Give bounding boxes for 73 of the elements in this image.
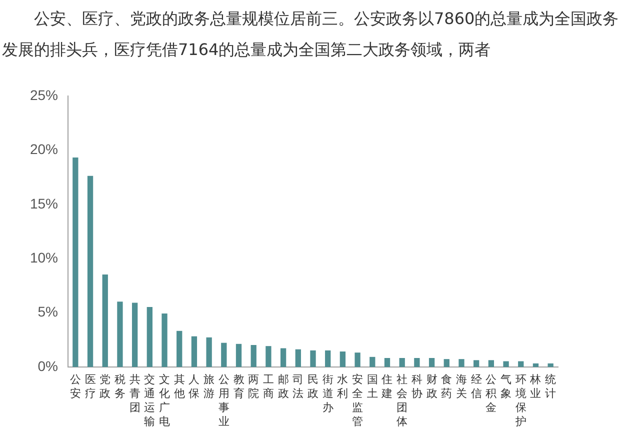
x-tick-label: 司法: [292, 372, 304, 400]
bar: [266, 346, 272, 367]
x-tick-label: 统计: [545, 372, 556, 400]
bar: [488, 360, 494, 367]
bar: [176, 330, 182, 367]
x-tick-label: 环境保护: [514, 372, 526, 428]
x-tick-label: 安全监管: [352, 372, 364, 428]
bar: [354, 352, 360, 367]
bar: [191, 336, 198, 367]
x-tick-label: 财政: [426, 372, 438, 400]
bar: [518, 361, 524, 367]
x-tick-label: 税务: [114, 372, 126, 400]
bar: [458, 359, 464, 367]
x-tick-label: 党政: [100, 372, 111, 400]
bar: [384, 358, 390, 367]
x-tick-label: 工商: [262, 372, 274, 400]
x-tick-label: 住建: [380, 372, 393, 400]
bar: [162, 314, 168, 367]
x-tick-label: 国土: [366, 372, 378, 400]
bar: [102, 274, 108, 367]
bar: [117, 302, 123, 367]
bar: [295, 349, 301, 367]
x-tick-label: 食药: [441, 372, 452, 400]
x-tick-label: 共青团: [129, 372, 140, 414]
y-tick-label: 10%: [30, 249, 58, 266]
x-tick-label: 水利: [337, 372, 348, 400]
x-tick-label: 民政: [308, 372, 318, 400]
bar: [532, 363, 539, 367]
bar: [146, 307, 152, 367]
bar: [280, 348, 286, 367]
y-tick-label: 15%: [30, 195, 58, 212]
x-tick-label: 公积金: [486, 372, 497, 414]
x-tick-label: 海关: [456, 372, 467, 400]
bar: [310, 350, 316, 367]
x-tick-label: 交通运输: [144, 372, 156, 428]
bar: [236, 344, 242, 367]
bar: [221, 342, 227, 367]
x-tick-label: 教育: [233, 372, 244, 400]
x-tick-label: 公用事业: [218, 372, 230, 428]
bar: [340, 351, 346, 367]
x-tick-label: 文化广电: [159, 372, 170, 428]
x-tick-label: 经信: [470, 372, 482, 400]
x-tick-label: 公安: [70, 372, 81, 400]
bar: [474, 360, 480, 367]
bar: [325, 350, 331, 367]
bar: [370, 356, 376, 367]
bar: [414, 358, 420, 367]
y-tick-label: 5%: [38, 304, 58, 320]
bar: [72, 157, 78, 367]
bar: [503, 361, 509, 367]
x-tick-label: 气象: [500, 372, 512, 400]
x-tick-label: 邮政: [278, 372, 289, 400]
bar: [206, 337, 212, 367]
x-tick-label: 医疗: [84, 372, 96, 400]
x-tick-label: 两院: [248, 372, 260, 400]
x-tick-label: 林业: [529, 372, 542, 400]
bar: [399, 358, 405, 367]
x-tick-label: 街道办: [322, 372, 334, 414]
y-tick-label: 20%: [30, 141, 58, 158]
bar: [250, 344, 256, 367]
x-tick-label: 人保: [188, 372, 200, 400]
bar: [428, 358, 435, 367]
y-tick-label: 0%: [38, 358, 58, 374]
bar: [548, 363, 554, 367]
bar: [87, 176, 94, 367]
text: 公安、医疗、党政的政务总量规模位居前三。公安政务以7860的总量成为全国政务发展的排头兵，医疗凭借7164的总量成为全国第二大政务领域，两者: [2, 8, 620, 61]
x-tick-label: 旅游: [204, 372, 215, 400]
bar: [444, 359, 450, 367]
x-tick-label: 社会团体: [396, 372, 408, 428]
y-tick-label: 25%: [30, 86, 58, 103]
x-tick-label: 其他: [174, 372, 185, 400]
bar: [132, 302, 138, 367]
x-tick-label: 科协: [411, 372, 422, 400]
